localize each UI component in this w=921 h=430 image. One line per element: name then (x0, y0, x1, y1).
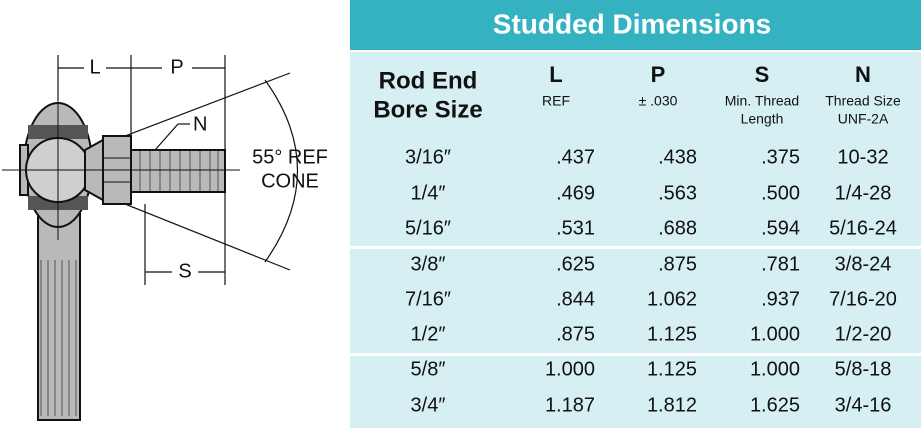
cell: .625 (556, 253, 595, 275)
row-group-bg (350, 140, 921, 246)
cell: 1.000 (750, 323, 800, 345)
cell: 5/8″ (411, 358, 446, 380)
cell: 1.062 (647, 288, 697, 310)
cell: 5/16-24 (829, 217, 897, 239)
cell: 10-32 (837, 146, 888, 168)
cell: .469 (556, 182, 595, 204)
table-title: Studded Dimensions (493, 8, 771, 39)
cell: 7/16-20 (829, 288, 897, 310)
cell: 1.000 (750, 358, 800, 380)
column-header: S (755, 62, 770, 87)
cell: 1.000 (545, 358, 595, 380)
dim-label: N (193, 113, 207, 135)
cell: .688 (658, 217, 697, 239)
dim-label: S (178, 260, 191, 282)
dim-label: P (170, 56, 183, 78)
cell: 7/16″ (405, 288, 451, 310)
shank (37, 199, 81, 421)
row-group-bg (350, 356, 921, 428)
column-subheader: Min. Thread (725, 93, 799, 109)
cell: 1.125 (647, 358, 697, 380)
cell: 1.187 (545, 394, 595, 416)
cell: 1.125 (647, 323, 697, 345)
cell: 3/4″ (411, 394, 446, 416)
cell: 1/4″ (411, 182, 446, 204)
cell: .844 (556, 288, 595, 310)
angle-label: 55° REF (252, 146, 328, 168)
cell: 1/4-28 (835, 182, 892, 204)
column-header: N (855, 62, 871, 87)
angle-label: CONE (261, 170, 319, 192)
header-bg (350, 52, 921, 140)
shank-thread (40, 260, 77, 416)
column-header: Bore Size (373, 96, 482, 123)
cell: 1.625 (750, 394, 800, 416)
cell: .875 (556, 323, 595, 345)
cell: .438 (658, 146, 697, 168)
column-header: Rod End (379, 67, 478, 94)
cell: .875 (658, 253, 697, 275)
column-subheader: UNF-2A (838, 111, 889, 127)
cell: 3/8-24 (835, 253, 892, 275)
stud (130, 149, 226, 193)
cell: 3/4-16 (835, 394, 892, 416)
column-header: P (651, 62, 666, 87)
cone-line (124, 203, 291, 271)
cell: 3/8″ (411, 253, 446, 275)
cell: .781 (761, 253, 800, 275)
cell: 1/2″ (411, 323, 446, 345)
column-subheader: Thread Size (825, 93, 901, 109)
cell: 1.812 (647, 394, 697, 416)
column-subheader: Length (741, 111, 784, 127)
cell: .937 (761, 288, 800, 310)
cell: 1/2-20 (835, 323, 892, 345)
cell: 5/16″ (405, 217, 451, 239)
cell: .594 (761, 217, 800, 239)
column-subheader: ± .030 (639, 93, 678, 109)
cone-line (124, 72, 291, 137)
angle-arc (264, 79, 298, 263)
cell: .437 (556, 146, 595, 168)
title-bar (350, 0, 921, 50)
cell: 3/16″ (405, 146, 451, 168)
column-subheader: REF (542, 93, 570, 109)
cell: 5/8-18 (835, 358, 892, 380)
diagram: L P N S 55° REF CONE (2, 55, 328, 421)
stud-thread (139, 151, 219, 191)
dim-label: L (89, 56, 100, 78)
cell: .563 (658, 182, 697, 204)
cell: .531 (556, 217, 595, 239)
column-header: L (549, 62, 562, 87)
cell: .375 (761, 146, 800, 168)
cell: .500 (761, 182, 800, 204)
row-group-bg (350, 249, 921, 353)
